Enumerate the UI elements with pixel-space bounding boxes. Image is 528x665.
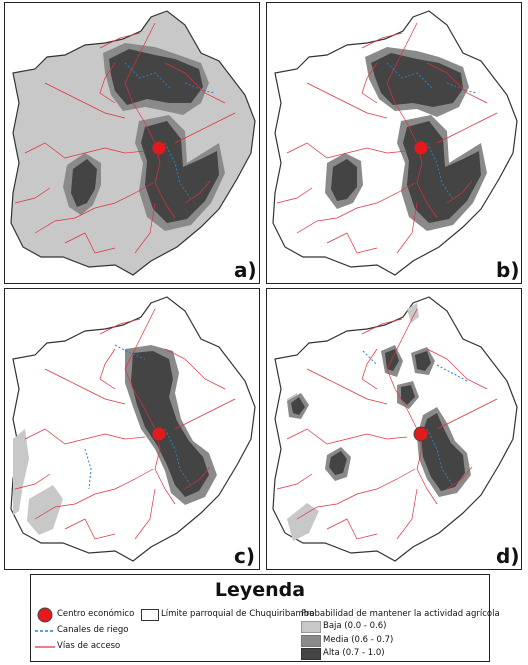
irrigation-canals [386, 62, 478, 199]
map-c-canvas [10, 296, 256, 562]
map-d-canvas [272, 296, 518, 562]
irrigation-canals [362, 350, 468, 485]
high-probability-zones [13, 345, 217, 535]
roads [276, 22, 498, 254]
map-panel-d: d) [266, 288, 522, 570]
zone-high [109, 49, 203, 105]
economic-center-marker [151, 140, 167, 156]
low-class-swatch [301, 621, 321, 633]
zone-low [287, 503, 319, 541]
irrigation-canals [84, 344, 191, 490]
map-panel-b: b) [266, 2, 522, 284]
economic-center-marker [413, 140, 429, 156]
roads [14, 308, 236, 540]
legend-economic-center: Centro económico [57, 609, 135, 619]
zone-high [331, 159, 357, 201]
panel-label: c) [234, 544, 255, 568]
map-panel-c: c) [4, 288, 260, 570]
legend-class-high: Alta (0.7 - 1.0) [323, 648, 385, 658]
irrigation-canal-icon [35, 630, 55, 632]
zone-high [415, 351, 431, 371]
zone-low [407, 303, 419, 323]
legend-probability-title: Probabilidad de mantener la actividad ag… [301, 609, 500, 619]
high-class-swatch [301, 648, 321, 660]
legend-title: Leyenda [214, 579, 306, 601]
road-line-icon [35, 646, 55, 648]
map-legend: Leyenda Centro económico Canales de rieg… [30, 574, 500, 662]
zone-high [401, 385, 415, 405]
zone-high [329, 451, 347, 475]
economic-center-marker [413, 426, 429, 442]
map-b-canvas [272, 10, 518, 276]
roads [276, 308, 498, 540]
zone-high [421, 413, 465, 491]
boundary-swatch-icon [141, 609, 159, 621]
irrigation-canals [124, 62, 216, 199]
parish-boundary [272, 296, 518, 562]
legend-irrigation: Canales de riego [57, 625, 129, 635]
roads [14, 22, 236, 254]
zone-high [371, 53, 463, 107]
panel-label: b) [496, 258, 520, 282]
zone-low [13, 429, 29, 515]
zone-high [291, 397, 305, 415]
economic-center-icon [37, 607, 53, 623]
zone-high [131, 351, 209, 497]
map-a-canvas [10, 10, 256, 276]
map-panel-a: a) [4, 2, 260, 284]
legend-class-low: Baja (0.0 - 0.6) [323, 621, 387, 631]
zone-low [27, 485, 63, 535]
high-probability-zones [287, 303, 471, 541]
medium-class-swatch [301, 635, 321, 647]
zone-high [71, 159, 97, 207]
panel-label: a) [234, 258, 257, 282]
legend-boundary: Límite parroquial de Chuquiribamba [161, 609, 315, 619]
panel-label: d) [496, 544, 520, 568]
economic-center-marker [151, 426, 167, 442]
legend-roads: Vías de acceso [57, 641, 121, 651]
legend-class-medium: Media (0.6 - 0.7) [323, 635, 394, 645]
